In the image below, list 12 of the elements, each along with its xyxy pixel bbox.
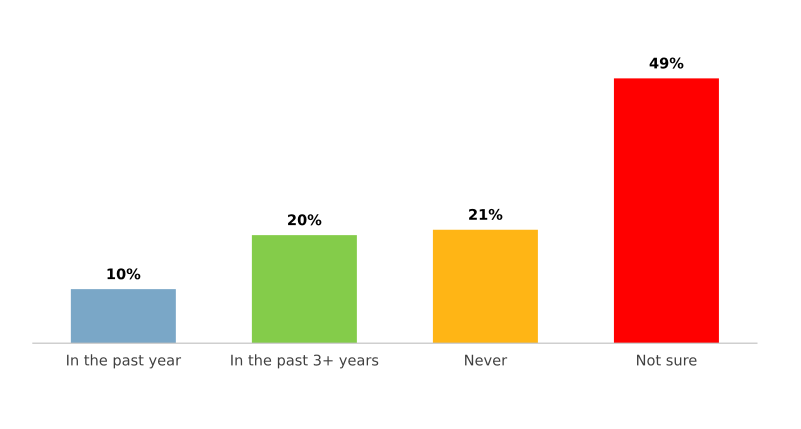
bar (614, 78, 719, 344)
data-label: 21% (469, 208, 502, 220)
data-label: 20% (288, 214, 322, 226)
bar (432, 230, 538, 344)
x-tick-label: In the past year (67, 354, 182, 368)
x-tick-label: Never (465, 354, 508, 366)
bar (252, 235, 357, 344)
bar (70, 289, 176, 344)
data-label: 49% (650, 58, 684, 69)
x-tick-label: In the past 3+ years (231, 354, 378, 368)
x-tick-label: Not sure (637, 354, 696, 366)
data-label: 10% (108, 268, 140, 280)
